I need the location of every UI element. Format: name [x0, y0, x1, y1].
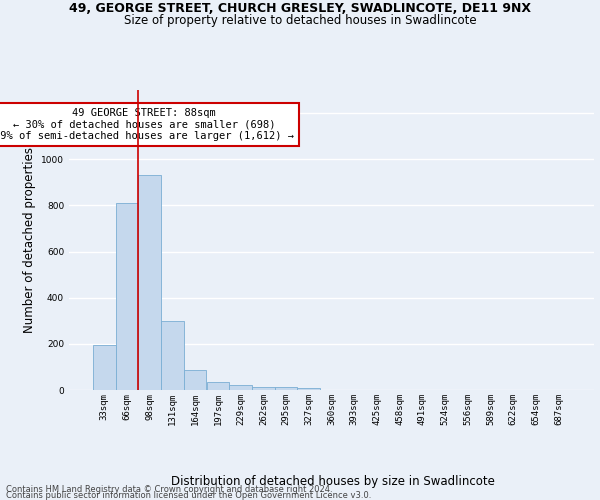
Bar: [116, 203, 139, 390]
Text: Distribution of detached houses by size in Swadlincote: Distribution of detached houses by size …: [171, 474, 495, 488]
Bar: [93, 345, 116, 390]
Bar: [184, 370, 206, 390]
Bar: [161, 321, 184, 390]
Text: 49 GEORGE STREET: 88sqm
← 30% of detached houses are smaller (698)
69% of semi-d: 49 GEORGE STREET: 88sqm ← 30% of detache…: [0, 108, 294, 141]
Bar: [206, 382, 229, 390]
Bar: [298, 388, 320, 390]
Bar: [139, 176, 161, 390]
Text: Contains public sector information licensed under the Open Government Licence v3: Contains public sector information licen…: [6, 491, 371, 500]
Y-axis label: Number of detached properties: Number of detached properties: [23, 147, 35, 333]
Bar: [252, 386, 275, 390]
Bar: [275, 387, 298, 390]
Text: Size of property relative to detached houses in Swadlincote: Size of property relative to detached ho…: [124, 14, 476, 27]
Text: 49, GEORGE STREET, CHURCH GRESLEY, SWADLINCOTE, DE11 9NX: 49, GEORGE STREET, CHURCH GRESLEY, SWADL…: [69, 2, 531, 16]
Text: Contains HM Land Registry data © Crown copyright and database right 2024.: Contains HM Land Registry data © Crown c…: [6, 485, 332, 494]
Bar: [229, 386, 252, 390]
